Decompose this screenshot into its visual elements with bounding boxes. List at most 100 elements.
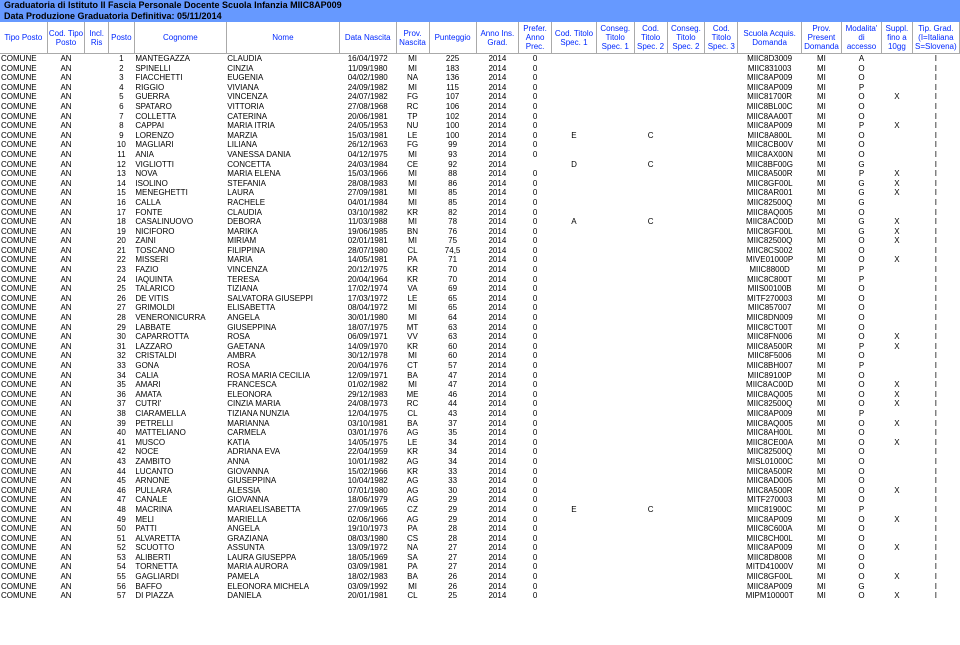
cell: PATTI [134, 524, 226, 534]
cell: 2014 [476, 188, 518, 198]
table-row: COMUNEAN17FONTECLAUDIA03/10/1982KR822014… [0, 208, 960, 218]
table-row: COMUNEAN25TALARICOTIZIANA17/02/1974VA692… [0, 284, 960, 294]
table-row: COMUNEAN31LAZZAROGAETANA14/09/1970KR6020… [0, 342, 960, 352]
cell: GRIMOLDI [134, 303, 226, 313]
cell: 30 [429, 486, 476, 496]
cell: DI PIAZZA [134, 591, 226, 601]
cell: MI [801, 323, 841, 333]
table-row: COMUNEAN10MAGLIARILILIANA26/12/1963FG992… [0, 140, 960, 150]
cell: O [842, 486, 882, 496]
cell: 33 [108, 361, 134, 371]
cell [85, 121, 109, 131]
cell [85, 303, 109, 313]
cell: MI [801, 524, 841, 534]
cell: 18/07/1975 [339, 323, 396, 333]
cell: 2014 [476, 534, 518, 544]
cell: MIIC8CE00A [738, 438, 802, 448]
cell: MI [801, 294, 841, 304]
cell: MI [801, 515, 841, 525]
cell [705, 275, 738, 285]
cell: 0 [519, 438, 552, 448]
cell: ELEONORA [226, 390, 339, 400]
table-row: COMUNEAN22MISSERIMARIA14/05/1981PA712014… [0, 255, 960, 265]
cell [85, 92, 109, 102]
cell: I [912, 198, 959, 208]
cell: X [882, 169, 913, 179]
cell: MIIC8AQ005 [738, 419, 802, 429]
cell: VENERONICURRA [134, 313, 226, 323]
cell: MI [801, 112, 841, 122]
cell: 24 [108, 275, 134, 285]
table-row: COMUNEAN57DI PIAZZADANIELA20/01/1981CL25… [0, 591, 960, 601]
cell [634, 112, 667, 122]
cell: MIIC8AP009 [738, 409, 802, 419]
col-header: Cod. Titolo Spec. 3 [705, 22, 738, 54]
title-line1: Graduatoria di Istituto II Fascia Person… [4, 0, 342, 11]
cell: MACRINA [134, 505, 226, 515]
cell: 2014 [476, 351, 518, 361]
cell: COMUNE [0, 265, 47, 275]
cell [596, 409, 634, 419]
cell: MI [396, 313, 429, 323]
cell: I [912, 553, 959, 563]
cell: COMUNE [0, 92, 47, 102]
cell: ANGELA [226, 524, 339, 534]
cell: 2014 [476, 313, 518, 323]
cell: 92 [429, 160, 476, 170]
col-header: Modalita' di accesso [842, 22, 882, 54]
cell [667, 438, 705, 448]
cell: 0 [519, 428, 552, 438]
cell: 32 [108, 351, 134, 361]
cell: 6 [108, 102, 134, 112]
cell [705, 54, 738, 64]
cell [552, 112, 597, 122]
cell: 71 [429, 255, 476, 265]
cell [705, 524, 738, 534]
cell: MITF270003 [738, 294, 802, 304]
cell [85, 188, 109, 198]
cell: GIUSEPPINA [226, 323, 339, 333]
cell [596, 255, 634, 265]
cell: IAQUINTA [134, 275, 226, 285]
cell [882, 64, 913, 74]
cell: 51 [108, 534, 134, 544]
cell: I [912, 313, 959, 323]
cell: 0 [519, 476, 552, 486]
cell: X [882, 255, 913, 265]
cell: 03/10/1982 [339, 208, 396, 218]
cell: 15/03/1981 [339, 131, 396, 141]
cell: MIIC82500Q [738, 399, 802, 409]
cell: MIIC82500Q [738, 236, 802, 246]
cell [705, 467, 738, 477]
cell [634, 543, 667, 553]
cell: 2014 [476, 419, 518, 429]
cell [596, 160, 634, 170]
table-row: COMUNEAN52SCUOTTOASSUNTA13/09/1972NA2720… [0, 543, 960, 553]
cell: AN [47, 543, 85, 553]
cell: AN [47, 591, 85, 601]
table-row: COMUNEAN18CASALINUOVODEBORA11/03/1988MI7… [0, 217, 960, 227]
cell [85, 284, 109, 294]
cell: COMUNE [0, 284, 47, 294]
cell: C [634, 131, 667, 141]
cell: 56 [108, 582, 134, 592]
cell: 12/04/1975 [339, 409, 396, 419]
cell [667, 543, 705, 553]
title-bar: Graduatoria di Istituto II Fascia Person… [0, 0, 960, 22]
cell: 28 [429, 534, 476, 544]
cell: MIIC89100P [738, 371, 802, 381]
cell [882, 495, 913, 505]
cell: 0 [519, 562, 552, 572]
cell: MAGLIARI [134, 140, 226, 150]
cell: 39 [108, 419, 134, 429]
cell: MIIC8AC00D [738, 217, 802, 227]
cell: GAETANA [226, 342, 339, 352]
cell: 29/12/1983 [339, 390, 396, 400]
cell [596, 582, 634, 592]
cell: I [912, 582, 959, 592]
cell: ANGELA [226, 313, 339, 323]
cell [667, 275, 705, 285]
cell: X [882, 342, 913, 352]
cell [667, 553, 705, 563]
cell: MI [801, 54, 841, 64]
